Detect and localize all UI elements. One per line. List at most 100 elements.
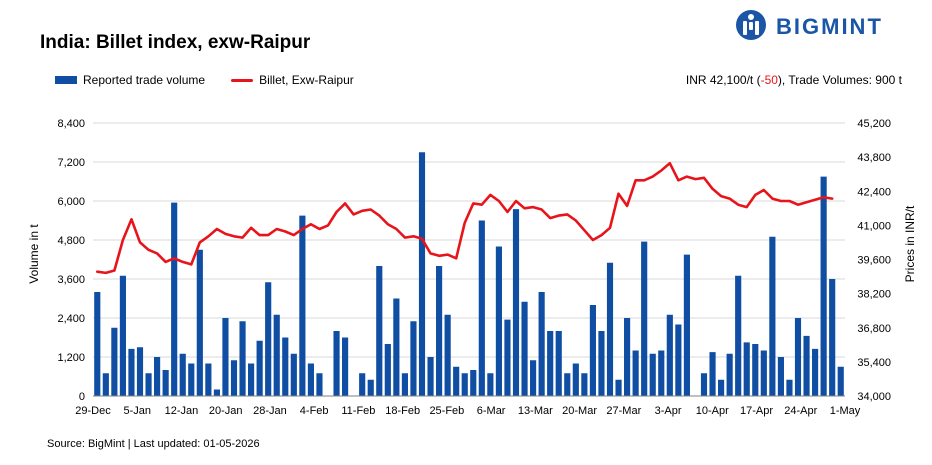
volume-bar: [436, 266, 443, 396]
volume-bar: [401, 373, 408, 396]
volume-bar: [658, 350, 665, 396]
volume-bar: [461, 373, 468, 396]
volume-bar: [179, 353, 186, 396]
summary-suffix: ), Trade Volumes: 900 t: [777, 73, 902, 87]
gridlines: [93, 122, 845, 358]
volume-bar: [265, 282, 272, 396]
volume-bar: [555, 331, 562, 396]
x-tick-label: 27-Mar: [606, 405, 641, 417]
volume-bar: [760, 350, 767, 396]
x-axis-ticks: 29-Dec 5-Jan 12-Jan 20-Jan 28-Jan 4-Feb 11-Feb…: [75, 405, 861, 417]
left-tick-label: 6,000: [57, 196, 85, 208]
volume-bar: [530, 360, 537, 396]
volume-bar: [581, 373, 588, 396]
volume-bar: [273, 314, 280, 396]
volume-bar: [700, 373, 708, 396]
x-tick-label: 13-Mar: [518, 405, 553, 417]
volume-bar: [521, 301, 528, 396]
volume-bar: [478, 220, 485, 396]
volume-bar: [615, 379, 622, 396]
right-tick-label: 34,000: [857, 391, 891, 403]
x-tick-label: 1-May: [830, 405, 861, 417]
x-tick-label: 18-Feb: [385, 405, 420, 417]
chart-title: India: Billet index, exw-Raipur: [40, 32, 311, 53]
x-tick-label: 3-Apr: [655, 405, 682, 417]
left-axis-ticks: 0 1,200 2,400 3,600 4,800 6,000 7,200 8,400: [57, 118, 85, 403]
chart-legend: Reported trade volume Billet, Exw-Raipur: [55, 73, 380, 87]
volume-bar: [794, 318, 802, 396]
x-tick-label: 6-Mar: [477, 405, 506, 417]
volume-bar: [504, 319, 511, 396]
right-axis-ticks: 34,000 35,400 36,800 38,200 39,600 41,000 42,4…: [857, 118, 891, 403]
volume-bar: [188, 363, 195, 396]
volume-bar: [145, 373, 152, 396]
volume-bar: [384, 344, 391, 396]
volume-bar: [316, 373, 323, 396]
volume-bar: [470, 370, 477, 396]
volume-bar: [128, 348, 135, 396]
x-tick-label: 5-Jan: [123, 405, 151, 417]
volume-bar: [239, 321, 246, 396]
volume-bar: [812, 348, 819, 396]
volume-bar: [683, 254, 690, 396]
price-summary: INR 42,100/t (-50), Trade Volumes: 900 t: [686, 73, 902, 87]
volume-bar: [196, 249, 203, 396]
x-tick-label: 28-Jan: [253, 405, 287, 417]
right-tick-label: 36,800: [857, 323, 891, 335]
right-tick-label: 35,400: [857, 357, 891, 369]
volume-bar: [769, 236, 776, 396]
volume-bar: [410, 321, 417, 396]
right-tick-label: 38,200: [857, 289, 891, 301]
right-axis-label: Prices in INR/t: [903, 205, 917, 282]
volume-bar: [649, 353, 656, 396]
x-tick-label: 20-Jan: [209, 405, 243, 417]
volume-bar: [786, 379, 793, 396]
legend-label-volume: Reported trade volume: [83, 73, 206, 87]
volume-bar: [119, 275, 126, 396]
volume-bar: [290, 353, 297, 396]
volume-bar: [307, 363, 314, 396]
volume-bar: [624, 318, 631, 396]
legend-item-price: Billet, Exw-Raipur: [231, 73, 354, 87]
volume-bar: [136, 347, 144, 396]
volume-bar: [248, 363, 255, 396]
volume-bar: [444, 314, 451, 396]
right-tick-label: 42,400: [857, 186, 891, 198]
volume-bar: [359, 373, 366, 396]
volume-bars: [94, 152, 844, 396]
volume-bar: [718, 379, 725, 396]
legend-swatch-line: [231, 78, 254, 82]
volume-bar: [162, 370, 169, 396]
volume-bar: [675, 324, 682, 396]
left-tick-label: 1,200: [57, 352, 85, 364]
left-tick-label: 2,400: [57, 313, 85, 325]
x-tick-label: 4-Feb: [300, 405, 329, 417]
left-tick-label: 0: [79, 391, 85, 403]
volume-bar: [282, 337, 289, 396]
volume-bar: [205, 363, 212, 396]
volume-bar: [154, 357, 161, 396]
volume-bar: [752, 344, 759, 396]
volume-bar: [709, 352, 716, 396]
volume-bar: [743, 342, 750, 396]
volume-bar: [376, 266, 383, 396]
volume-bar: [735, 275, 742, 396]
volume-bar: [393, 298, 400, 396]
volume-bar: [418, 152, 426, 396]
right-tick-label: 43,800: [857, 152, 891, 164]
right-tick-label: 39,600: [857, 255, 891, 267]
legend-swatch-bar: [55, 76, 77, 84]
x-tick-label: 11-Feb: [341, 405, 375, 417]
volume-bar: [299, 215, 306, 396]
summary-change: -50: [760, 73, 778, 87]
volume-bar: [538, 292, 545, 396]
volume-bar: [495, 246, 502, 396]
left-tick-label: 4,800: [57, 235, 85, 247]
volume-bar: [102, 373, 109, 396]
volume-bar: [427, 357, 434, 396]
left-tick-label: 3,600: [57, 274, 85, 286]
x-tick-label: 24-Apr: [784, 405, 817, 417]
volume-bar: [572, 363, 579, 396]
price-line: [96, 161, 834, 275]
volume-bar: [606, 262, 614, 396]
